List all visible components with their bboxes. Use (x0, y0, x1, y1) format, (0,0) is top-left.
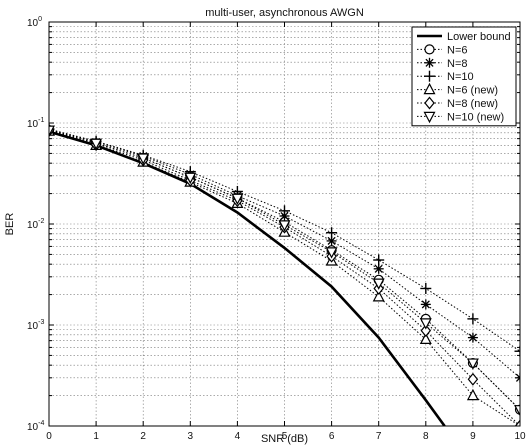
series-line (49, 130, 520, 426)
data-point (514, 419, 520, 426)
marker-stroke (374, 264, 383, 273)
y-tick-exponent: -3 (38, 319, 44, 326)
legend-label: Lower bound (447, 31, 511, 43)
data-point (325, 247, 338, 259)
legend-entry-n-10-new: N=10 (new) (417, 111, 504, 123)
x-tick-label: 6 (329, 431, 335, 442)
legend-marker (423, 82, 436, 95)
axes-frame (48, 21, 521, 427)
series-line (49, 129, 520, 411)
data-point (514, 345, 520, 357)
data-point (372, 290, 385, 302)
chart-title: multi-user, asynchronous AWGN (205, 7, 364, 19)
legend-marker (423, 111, 436, 124)
x-tick-label: 0 (46, 431, 52, 442)
data-point (373, 254, 385, 266)
legend-entry-n-6: N=6 (417, 44, 468, 56)
legend-entry-lower-bound: Lower bound (417, 31, 511, 43)
y-tick-base: 10 (27, 422, 39, 433)
marker-stroke (515, 373, 520, 379)
legend-marker (424, 44, 435, 55)
data-point (515, 372, 520, 383)
series-line (49, 129, 520, 379)
y-tick-exponent: -1 (38, 117, 44, 124)
data-point (184, 172, 197, 185)
grid (49, 22, 520, 426)
legend-entry-n-8: N=8 (417, 57, 468, 70)
legend-label: N=6 (447, 44, 468, 56)
x-tick-label: 5 (282, 431, 288, 442)
y-tick-base: 10 (27, 220, 39, 231)
data-point (279, 205, 290, 217)
y-tick-label: 10-2 (27, 218, 44, 231)
series-lower-bound (49, 130, 446, 426)
data-point (231, 193, 244, 206)
data-point (419, 332, 432, 345)
data-point (137, 153, 150, 165)
legend-marker (424, 70, 435, 82)
legend-entry-n-10: N=10 (417, 70, 474, 83)
y-tick-exponent: -4 (38, 420, 44, 427)
marker-stroke (327, 236, 336, 245)
y-tick-label: 10-3 (27, 319, 44, 332)
y-tick-base: 10 (27, 119, 39, 130)
y-tick-base: 10 (27, 321, 39, 332)
data-point (326, 227, 338, 239)
y-tick-exponent: -2 (38, 218, 44, 225)
legend-entry-n-8-new: N=8 (new) (417, 96, 498, 110)
x-tick-label: 1 (93, 431, 99, 442)
legend-label: N=8 (new) (447, 98, 498, 110)
x-tick-label: 7 (376, 431, 382, 442)
data-point (467, 372, 479, 386)
data-point (514, 405, 520, 417)
y-axis-title: BER (4, 213, 16, 236)
data-point (466, 388, 479, 401)
x-tick-label: 3 (188, 431, 194, 442)
data-point (49, 125, 55, 137)
legend-label: N=6 (new) (447, 85, 498, 97)
legend-marker (424, 57, 435, 68)
y-tick-base: 10 (27, 18, 39, 29)
series-layer (49, 123, 520, 426)
data-point (420, 324, 432, 338)
data-point (466, 358, 479, 370)
x-tick-label: 8 (423, 431, 429, 442)
legend-label: N=8 (447, 58, 468, 70)
x-tick-label: 9 (470, 431, 476, 442)
data-point (419, 318, 432, 330)
x-axis-title: SNR (dB) (261, 433, 308, 445)
legend-label: N=10 (447, 71, 474, 83)
data-point (90, 138, 103, 151)
marker-stroke (425, 58, 434, 67)
y-tick-label: 100 (27, 16, 42, 29)
x-tick-label: 10 (514, 431, 526, 442)
series-line (49, 130, 446, 426)
legend-marker (424, 96, 435, 110)
data-point (420, 282, 432, 294)
data-point (420, 299, 431, 310)
legend-label: N=10 (new) (447, 111, 504, 123)
y-tick-label: 10-1 (27, 117, 44, 130)
marker-stroke (515, 376, 520, 382)
data-point (278, 220, 291, 232)
series-n-10-new (49, 125, 520, 417)
data-point (372, 278, 385, 290)
x-tick-label: 2 (140, 431, 146, 442)
x-tick-label: 4 (235, 431, 241, 442)
y-tick-exponent: 0 (38, 16, 42, 23)
data-point (467, 313, 479, 325)
marker-stroke (468, 333, 477, 342)
marker-stroke (421, 300, 430, 309)
y-tick-label: 10-4 (27, 420, 44, 433)
data-point (467, 332, 478, 343)
legend-entry-n-6-new: N=6 (new) (417, 82, 498, 97)
